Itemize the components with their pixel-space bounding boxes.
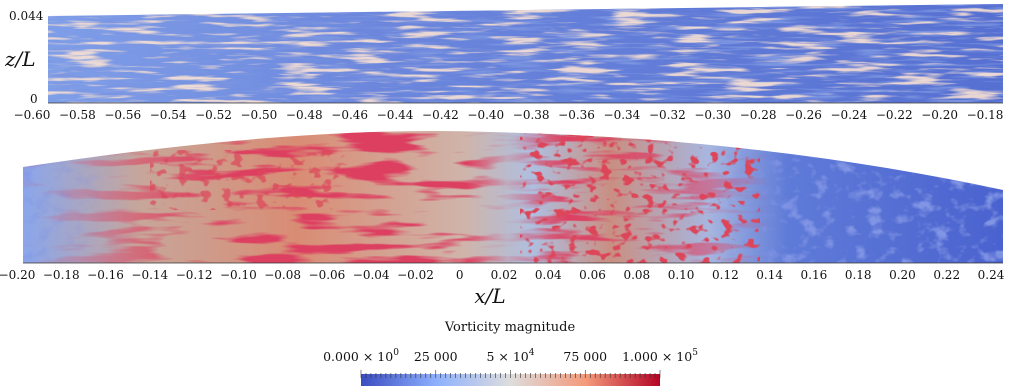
bottom-x-tick-label: −0.14 (131, 268, 168, 282)
bottom-x-tick-label: −0.02 (397, 268, 434, 282)
bottom-x-tick-label: 0 (456, 268, 464, 282)
colorbar-labels: 0.000 × 100 25 000 5 × 104 75 000 1.000 × 10… (323, 348, 698, 364)
top-x-tick-label: −0.26 (785, 108, 822, 122)
bottom-x-tick-label: −0.12 (176, 268, 213, 282)
top-x-tick-label: −0.24 (830, 108, 867, 122)
bottom-x-tick-label: −0.18 (43, 268, 80, 282)
top-x-tick-label: −0.38 (513, 108, 550, 122)
colorbar-label: 1.000 × 105 (622, 348, 698, 364)
top-x-tick-label: −0.54 (150, 108, 187, 122)
top-x-tick-label: −0.28 (740, 108, 777, 122)
colorbar: Vorticity magnitude 0.000 × 100 25 000 5 ×… (323, 320, 698, 386)
top-x-tick-label: −0.22 (876, 108, 913, 122)
bottom-x-tick-label: 0.06 (579, 268, 606, 282)
bottom-x-tick-label: 0.02 (491, 268, 518, 282)
colorbar-label: 25 000 (414, 349, 458, 364)
bottom-x-tick-label: 0.24 (978, 268, 1005, 282)
bottom-x-tick-label: −0.10 (220, 268, 257, 282)
top-x-ticks: −0.60 −0.58 −0.56 −0.54 −0.52 −0.50 −0.48 −0.46… (14, 108, 1004, 122)
top-x-tick-label: −0.52 (195, 108, 232, 122)
top-x-tick-label: −0.44 (377, 108, 414, 122)
x-axis-label: x/L (474, 284, 505, 308)
colorbar-title: Vorticity magnitude (444, 320, 576, 335)
bottom-x-tick-label: 0.10 (668, 268, 695, 282)
bottom-x-tick-label: −0.06 (309, 268, 346, 282)
y-axis-label: z/L (4, 47, 36, 71)
top-x-tick-label: −0.36 (558, 108, 595, 122)
top-vorticity-field (48, 4, 1003, 103)
top-x-tick-label: −0.20 (921, 108, 958, 122)
bottom-x-tick-label: 0.14 (756, 268, 783, 282)
top-x-tick-label: −0.48 (286, 108, 323, 122)
bottom-x-tick-label: 0.18 (845, 268, 872, 282)
colorbar-label: 0.000 × 100 (323, 348, 399, 364)
top-x-tick-label: −0.40 (467, 108, 504, 122)
bottom-x-tick-label: −0.20 (0, 268, 35, 282)
bottom-vorticity-field (23, 131, 1003, 263)
bottom-x-ticks: −0.20 −0.18 −0.16 −0.14 −0.12 −0.10 −0.08 −0.06… (0, 268, 1005, 282)
top-x-tick-label: −0.50 (241, 108, 278, 122)
bottom-x-tick-label: −0.04 (353, 268, 390, 282)
bottom-x-tick-label: −0.08 (264, 268, 301, 282)
y-tick-top: 0.044 (9, 9, 44, 23)
top-x-tick-label: −0.34 (604, 108, 641, 122)
bottom-x-tick-label: 0.08 (623, 268, 650, 282)
top-x-tick-label: −0.30 (694, 108, 731, 122)
top-x-tick-label: −0.46 (331, 108, 368, 122)
top-x-tick-label: −0.18 (967, 108, 1004, 122)
top-x-tick-label: −0.60 (14, 108, 51, 122)
bottom-x-tick-label: 0.22 (933, 268, 960, 282)
colorbar-label: 75 000 (563, 349, 607, 364)
bottom-x-tick-label: 0.12 (712, 268, 739, 282)
top-x-tick-label: −0.56 (104, 108, 141, 122)
bottom-x-tick-label: 0.16 (801, 268, 828, 282)
top-x-tick-label: −0.42 (422, 108, 459, 122)
bottom-x-tick-label: −0.16 (87, 268, 124, 282)
top-x-tick-label: −0.32 (649, 108, 686, 122)
colorbar-label: 5 × 104 (486, 348, 534, 364)
top-x-tick-label: −0.58 (59, 108, 96, 122)
bottom-x-tick-label: 0.04 (535, 268, 562, 282)
y-tick-zero: 0 (30, 92, 38, 106)
colorbar-ticks (360, 370, 661, 378)
bottom-x-tick-label: 0.20 (889, 268, 916, 282)
